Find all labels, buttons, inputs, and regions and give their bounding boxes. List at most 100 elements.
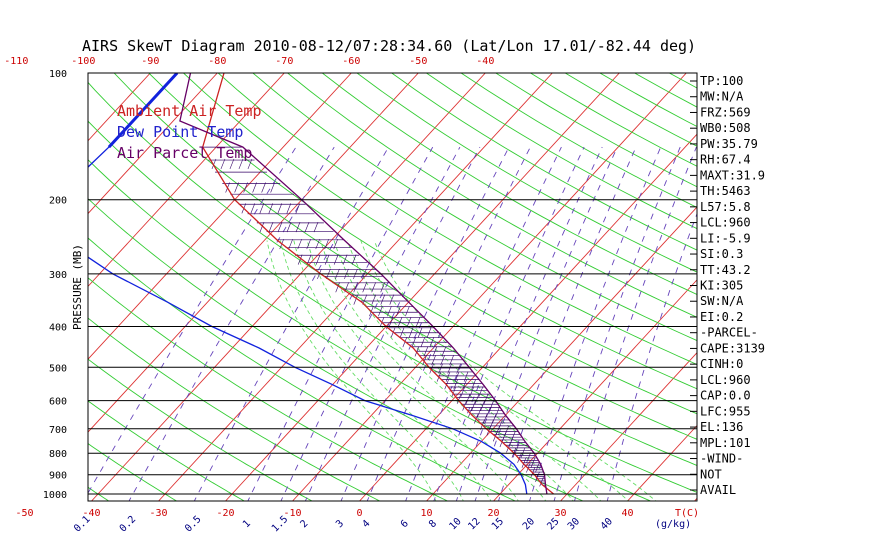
temp-tick-label-top: -60 [342,56,360,67]
isotherm-line [158,73,553,501]
pressure-tick-label: 400 [49,322,67,333]
cape-hatch-tick [539,476,544,487]
cape-hatch-tick [423,346,429,357]
index-label: RH:67.4 [700,153,751,167]
isotherm-line [88,73,218,215]
isotherm-line [88,73,419,433]
cape-hatch-tick [483,393,489,404]
cape-hatch-tick [389,294,395,305]
cape-hatch-tick [306,238,312,250]
cape-hatch-tick [429,363,434,374]
y-axis-label: PRESSURE (MB) [71,244,84,330]
mixing-ratio-line [455,146,603,501]
isotherm-line [0,73,16,501]
cape-hatch-tick [453,379,458,390]
cape-hatch-tick [286,221,292,233]
pressure-tick-label: 500 [49,363,67,374]
cape-hatch-tick [480,400,485,411]
temp-tick-label-bottom: -10 [284,508,302,519]
dry-adiabat-line [356,73,697,273]
isotherm-line [88,73,285,288]
isotherm-line [762,73,870,501]
pressure-tick-label: 1000 [43,490,67,501]
cape-hatch-tick [288,238,294,250]
index-label: CINH:0 [700,357,743,371]
cape-hatch-tick [371,282,376,293]
cape-hatch-tick [295,203,301,214]
temp-tick-label-bottom: 30 [555,508,567,519]
cape-hatch-tick [411,337,417,348]
cape-hatch-tick [315,238,321,250]
cape-hatch-tick [489,400,494,411]
cape-hatch-tick [515,442,520,453]
temp-tick-label-bottom: -40 [83,508,101,519]
cape-hatch-tick [220,158,226,170]
cape-hatch-tick [238,158,244,170]
index-label: MW:N/A [700,90,744,104]
mixing-ratio-line [366,146,531,501]
cape-hatch-tick [353,294,359,305]
mixing-ratio-label: 4 [360,518,372,530]
moist-adiabat-line [306,240,519,501]
cape-hatch-tick [414,346,420,357]
pressure-tick-label: 300 [49,270,67,281]
cape-hatch-tick [521,457,527,468]
cape-hatch-tick [486,407,491,418]
dry-adiabat-line [390,73,697,251]
isotherm-line [426,206,697,501]
cape-hatch-tick [259,221,265,233]
index-label: SW:N/A [700,294,744,308]
dry-adiabat-line [88,277,449,501]
cape-hatch-tick [229,158,235,170]
dry-adiabat-line [88,400,246,501]
temp-unit-label: T(C) [675,508,699,519]
temp-tick-label-bottom: 20 [488,508,500,519]
mixing-ratio-label: 0.5 [183,514,204,535]
cape-hatch-tick [396,306,401,317]
cape-hatch-tick [478,386,484,397]
cape-hatch-tick [406,316,412,328]
cape-hatch-tick [440,355,445,366]
cape-hatch-tick [268,203,274,214]
index-label: LI:-5.9 [700,231,751,245]
cape-hatch-tick [362,294,368,305]
cape-hatch-tick [243,182,248,193]
cape-hatch-tick [324,238,330,250]
isotherm-line [225,73,620,501]
temp-tick-label-bottom: 40 [622,508,634,519]
mixing-ratio-line [304,146,481,501]
cape-hatch-tick [259,203,265,214]
cape-hatch-tick [462,400,467,411]
isotherm-line [88,73,352,360]
mixing-ratio-line [574,146,697,501]
cape-hatch-tick [297,254,303,265]
isotherm-line [627,424,697,501]
cape-hatch-tick [380,282,385,293]
cape-hatch-tick [315,254,321,265]
temp-tick-label-bottom: 10 [421,508,433,519]
cape-hatch-tick [474,393,480,404]
dry-adiabat-line [88,81,697,466]
cape-hatch-tick [211,158,217,170]
cape-hatch-tick [495,407,500,418]
mixing-ratio-line [280,146,461,501]
index-label: TH:5463 [700,184,751,198]
cape-hatch-tick [408,327,414,338]
index-label: EI:0.2 [700,310,743,324]
mixing-ratio-label: 10 [447,516,463,532]
temp-tick-label-top: -110 [4,56,28,67]
cape-hatch-tick [417,327,423,338]
cape-hatch-tick [399,327,405,338]
profile-dewpoint [88,73,528,495]
temp-tick-label-top: -100 [71,56,95,67]
dry-adiabat-line [321,73,697,295]
cape-hatch-tick [270,182,275,193]
cape-hatch-tick [465,393,471,404]
temp-tick-label-bottom: 0 [357,508,363,519]
pressure-tick-label: 200 [49,196,67,207]
pressure-tick-label: 600 [49,397,67,408]
cape-hatch-tick [387,306,392,317]
cape-hatch-tick [462,379,467,390]
index-label: CAP:0.0 [700,389,751,403]
mixing-ratio-label: 0.2 [118,514,139,535]
